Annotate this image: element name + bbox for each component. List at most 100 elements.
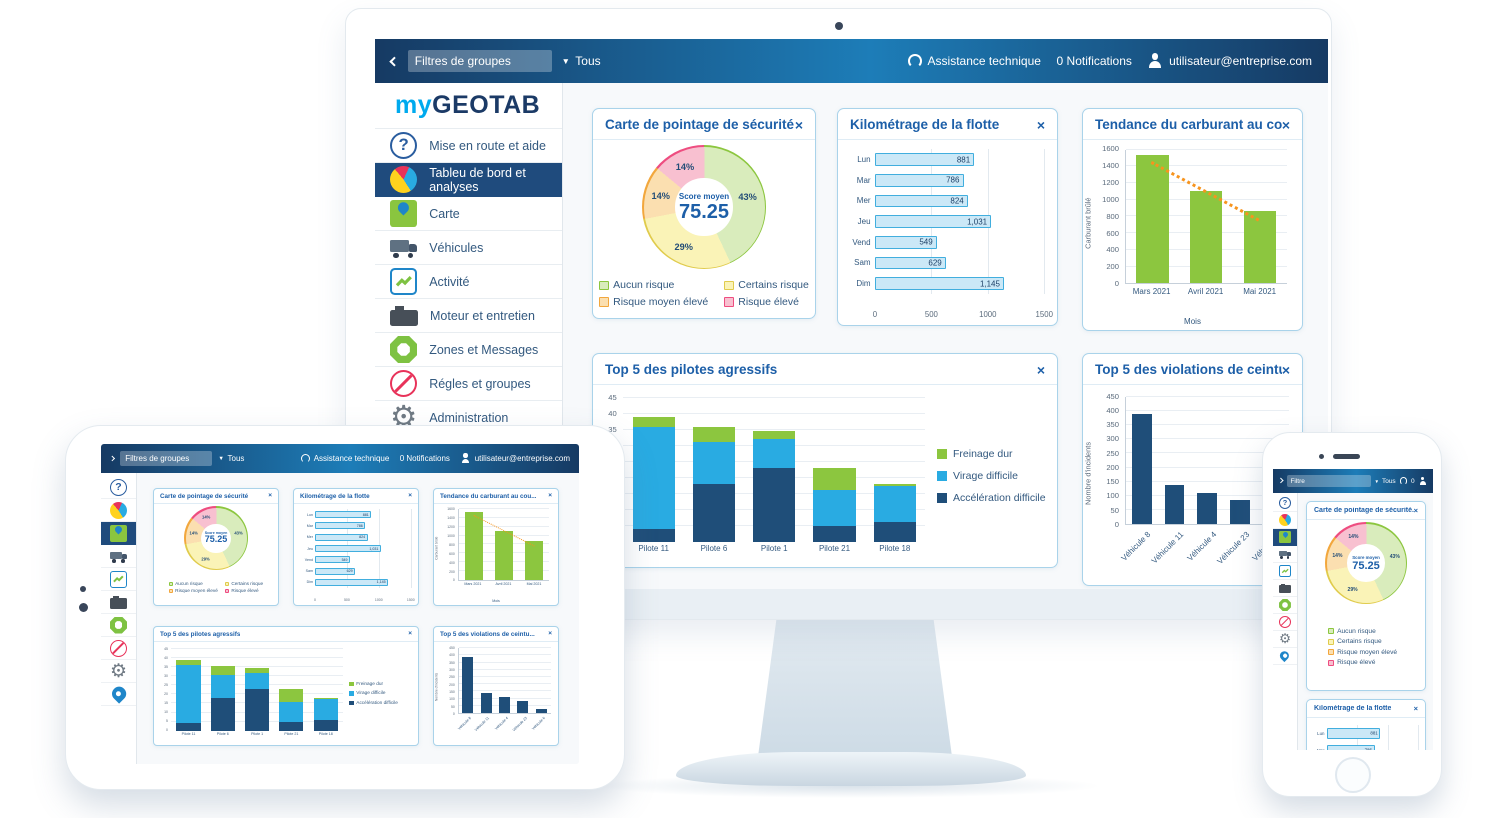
close-icon[interactable]: × bbox=[408, 492, 412, 500]
sidebar-item-activity[interactable] bbox=[101, 568, 136, 591]
user-account-menu[interactable]: utilisateur@entreprise.com bbox=[1148, 53, 1312, 69]
x-axis-label: Véhicule 6 bbox=[531, 716, 547, 732]
notifications-link[interactable]: 0 Notifications bbox=[400, 454, 450, 463]
user-account-menu[interactable]: utilisateur@entreprise.com bbox=[460, 453, 570, 464]
sidebar-item-help[interactable]: ? bbox=[1273, 495, 1297, 512]
sidebar-item-zones[interactable] bbox=[1273, 597, 1297, 614]
sidebar-item-dashboard[interactable] bbox=[1273, 512, 1297, 529]
support-link[interactable]: Assistance technique bbox=[907, 54, 1041, 68]
chevron-left-icon[interactable] bbox=[389, 56, 399, 66]
sidebar-item-label: Activité bbox=[429, 274, 470, 289]
close-icon[interactable]: × bbox=[1036, 116, 1045, 133]
mygeotab-logo: my GEOTAB bbox=[375, 83, 562, 129]
engine-icon bbox=[390, 305, 418, 327]
vbar-plot bbox=[1124, 396, 1289, 525]
group-selector-value: Tous bbox=[575, 54, 601, 68]
sidebar-item-zones[interactable] bbox=[101, 614, 136, 637]
bar-segment bbox=[632, 426, 675, 529]
sidebar-item-dashboard[interactable] bbox=[101, 499, 136, 522]
sidebar-item-tableau-de-bord[interactable]: Tableu de bord et analyses bbox=[375, 163, 562, 197]
group-selector-dropdown[interactable]: ▼ Tous bbox=[218, 454, 244, 463]
group-filter-input[interactable]: Filtres de groupes bbox=[407, 49, 552, 73]
legend-item: Risque élevé bbox=[225, 589, 263, 594]
chevron-right-icon[interactable] bbox=[109, 455, 116, 462]
sidebar-item-admin[interactable]: ⚙ bbox=[1273, 631, 1297, 648]
close-icon[interactable]: × bbox=[548, 630, 552, 638]
home-button[interactable] bbox=[1335, 757, 1371, 793]
headset-icon[interactable] bbox=[1399, 477, 1408, 485]
sidebar-item-zones[interactable]: Zones et Messages bbox=[375, 333, 562, 367]
sidebar-item-vehicules[interactable]: Véhicules bbox=[375, 231, 562, 265]
hbar-plot: 881 786 824 1,031 549 629 1,145 bbox=[874, 149, 1046, 294]
sidebar-item-activity[interactable] bbox=[1273, 563, 1297, 580]
bar-segment bbox=[176, 660, 201, 666]
user-icon[interactable] bbox=[1419, 476, 1427, 485]
engine-icon bbox=[109, 595, 128, 609]
bar-segment bbox=[632, 416, 675, 427]
support-link[interactable]: Assistance technique bbox=[300, 453, 389, 464]
admin-icon: ⚙ bbox=[1279, 631, 1291, 647]
sidebar-item-engine[interactable] bbox=[101, 591, 136, 614]
notifications-label[interactable]: 0 bbox=[1411, 477, 1415, 485]
sidebar-item-map[interactable] bbox=[101, 522, 136, 545]
sidebar-item-moteur[interactable]: Moteur et entretien bbox=[375, 299, 562, 333]
close-icon[interactable]: × bbox=[1413, 506, 1418, 515]
group-filter-input[interactable]: Filtre bbox=[1286, 475, 1371, 487]
sidebar-item-aide[interactable]: ? Mise en route et aide bbox=[375, 129, 562, 163]
close-icon[interactable]: × bbox=[1413, 704, 1418, 713]
sidebar-item-carte[interactable]: Carte bbox=[375, 197, 562, 231]
bar: 786 bbox=[874, 173, 964, 187]
bar bbox=[525, 541, 544, 580]
sidebar-item-engine[interactable] bbox=[1273, 580, 1297, 597]
sidebar-item-label: Zones et Messages bbox=[429, 342, 539, 357]
sidebar-item-truck[interactable] bbox=[1273, 546, 1297, 563]
widget-title: Top 5 des pilotes agressifs bbox=[605, 362, 778, 377]
bar bbox=[464, 511, 483, 580]
sidebar-item-regles[interactable]: Régles et groupes bbox=[375, 367, 562, 401]
legend-item: Virage difficile bbox=[348, 691, 418, 696]
pin-icon bbox=[108, 684, 129, 704]
desktop-screen: Filtres de groupes ▼ Tous Assistance tec… bbox=[375, 39, 1328, 591]
close-icon[interactable]: × bbox=[548, 492, 552, 500]
close-icon[interactable]: × bbox=[794, 116, 803, 133]
close-icon[interactable]: × bbox=[408, 630, 412, 638]
activity-icon bbox=[390, 267, 418, 296]
bar: 881 bbox=[1326, 728, 1381, 739]
chevron-right-icon[interactable] bbox=[1278, 478, 1284, 484]
sidebar-item-activite[interactable]: Activité bbox=[375, 265, 562, 299]
group-selector-dropdown[interactable]: ▼ Tous bbox=[562, 54, 601, 68]
widget-safety-scorecard: Carte de pointage de sécurité × Score mo… bbox=[153, 488, 279, 606]
sidebar-item-truck[interactable] bbox=[101, 545, 136, 568]
group-filter-input[interactable]: Filtres de groupes bbox=[120, 451, 213, 466]
vbar-chart: Carburant brûlé 0 200 400 600 800 1000 1200 1400… bbox=[1083, 140, 1302, 330]
close-icon[interactable]: × bbox=[1281, 361, 1290, 378]
widget-header: Top 5 des pilotes agressifs × bbox=[154, 627, 418, 642]
sidebar-item-pin[interactable] bbox=[101, 683, 136, 706]
close-icon[interactable]: × bbox=[1281, 116, 1290, 133]
donut-slice-label: 14% bbox=[651, 190, 670, 201]
legend-swatch bbox=[168, 581, 174, 587]
headset-icon bbox=[907, 54, 922, 68]
sidebar-item-rules[interactable] bbox=[1273, 614, 1297, 631]
bar-segment bbox=[813, 490, 856, 526]
legend-swatch bbox=[1328, 649, 1335, 656]
tablet-screen: Filtres de groupes ▼ Tous Assistance tec… bbox=[101, 444, 579, 764]
help-icon: ? bbox=[1279, 497, 1291, 509]
bar bbox=[1190, 191, 1223, 284]
close-icon[interactable]: × bbox=[1036, 361, 1045, 378]
sidebar-item-pin[interactable] bbox=[1273, 648, 1297, 665]
close-icon[interactable]: × bbox=[268, 492, 272, 500]
sidebar-item-admin[interactable]: ⚙ bbox=[101, 660, 136, 683]
sidebar-item-map[interactable] bbox=[1273, 529, 1297, 546]
icon-sidebar: ? ⚙ bbox=[1273, 493, 1298, 750]
sidebar-item-rules[interactable] bbox=[101, 637, 136, 660]
donut-slice-label: 14% bbox=[675, 161, 695, 172]
group-selector-value: Tous bbox=[1381, 477, 1396, 485]
group-selector-dropdown[interactable]: ▼ Tous bbox=[1375, 478, 1396, 485]
bar-segment bbox=[176, 665, 201, 724]
sidebar-item-help[interactable]: ? bbox=[101, 476, 136, 499]
notifications-link[interactable]: 0 Notifications bbox=[1057, 54, 1132, 68]
x-axis-title: Mois bbox=[492, 598, 500, 603]
